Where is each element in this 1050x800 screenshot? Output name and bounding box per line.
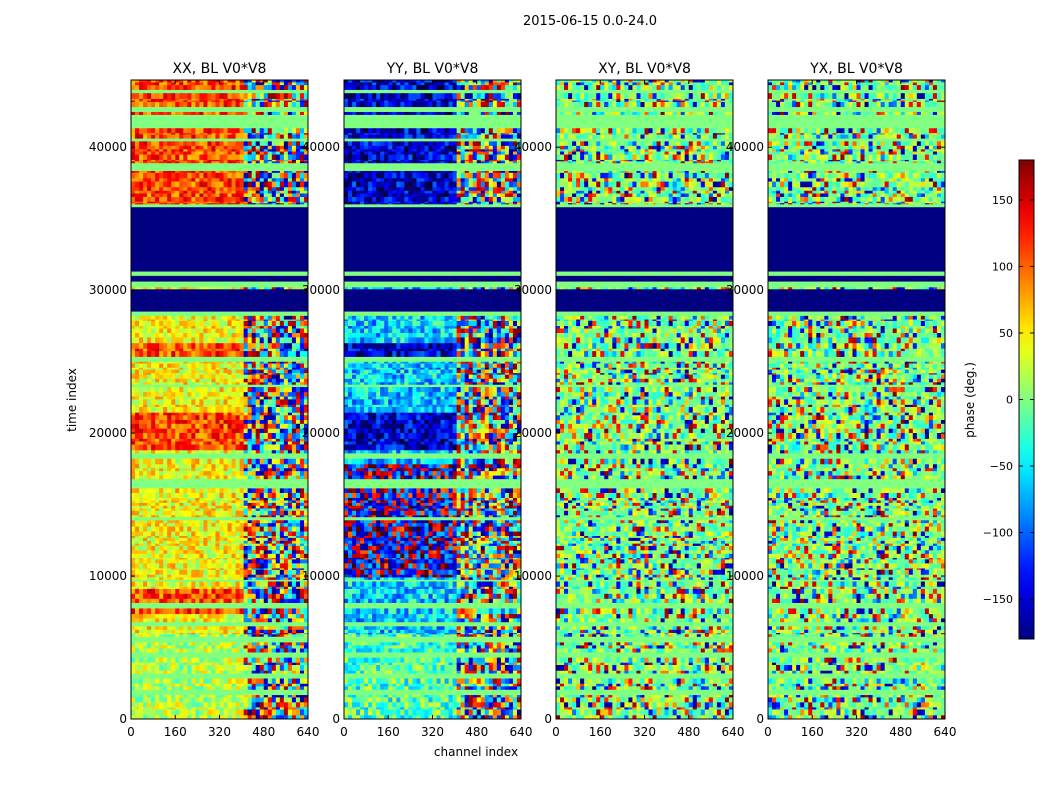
x-tick-label: 320 <box>208 725 231 739</box>
colorbar-tick-label: 100 <box>992 260 1013 273</box>
y-tick-label: 10000 <box>89 569 127 583</box>
heatmap-image <box>131 80 308 719</box>
panel-title: XX, BL V0*V8 <box>173 61 267 77</box>
x-tick-label: 480 <box>889 725 912 739</box>
panel-title: YY, BL V0*V8 <box>386 61 479 77</box>
colorbar-tick-label: 0 <box>1006 394 1013 407</box>
y-tick-label: 20000 <box>726 426 764 440</box>
panel-4: YX, BL V0*V8 0 160 320 480 640 0 10000 20000 3000… <box>726 61 957 739</box>
y-tick-label: 40000 <box>302 140 340 154</box>
heatmap-image <box>344 80 521 719</box>
x-tick-label: 480 <box>252 725 275 739</box>
y-tick-label: 0 <box>119 712 127 726</box>
x-tick-label: 320 <box>421 725 444 739</box>
x-tick-label: 160 <box>589 725 612 739</box>
y-tick-label: 20000 <box>514 426 552 440</box>
x-tick-label: 480 <box>465 725 488 739</box>
x-tick-label: 0 <box>552 725 560 739</box>
y-tick-label: 30000 <box>726 283 764 297</box>
colorbar-tick-label: −100 <box>983 527 1013 540</box>
x-tick-label: 640 <box>722 725 745 739</box>
colorbar: 150 100 50 0 −50 −100 −150 <box>983 159 1035 640</box>
colorbar-label: phase (deg.) <box>963 362 977 438</box>
panel-2: YY, BL V0*V8 0 160 320 480 640 0 10000 20000 3000… <box>302 61 533 739</box>
panel-title: XY, BL V0*V8 <box>598 61 691 77</box>
y-tick-label: 10000 <box>514 569 552 583</box>
y-tick-label: 0 <box>756 712 764 726</box>
y-tick-label: 10000 <box>302 569 340 583</box>
x-tick-label: 320 <box>633 725 656 739</box>
panel-title: YX, BL V0*V8 <box>809 61 903 77</box>
x-tick-label: 160 <box>377 725 400 739</box>
panels: XX, BL V0*V8 0 160 320 480 640 0 10000 20000 3000… <box>89 61 957 739</box>
y-tick-label: 30000 <box>302 283 340 297</box>
heatmap-image <box>768 80 945 719</box>
y-tick-label: 0 <box>544 712 552 726</box>
y-tick-label: 40000 <box>514 140 552 154</box>
x-tick-label: 160 <box>801 725 824 739</box>
figure-title: 2015-06-15 0.0-24.0 <box>0 14 1050 29</box>
y-tick-label: 10000 <box>726 569 764 583</box>
y-tick-label: 20000 <box>302 426 340 440</box>
colorbar-tick-label: 150 <box>992 194 1013 207</box>
x-tick-label: 640 <box>297 725 320 739</box>
y-tick-label: 30000 <box>89 283 127 297</box>
x-tick-label: 640 <box>510 725 533 739</box>
x-tick-label: 160 <box>164 725 187 739</box>
panel-1: XX, BL V0*V8 0 160 320 480 640 0 10000 20000 3000… <box>89 61 320 739</box>
colorbar-tick-label: −50 <box>990 460 1013 473</box>
colorbar-tick-label: 50 <box>999 327 1013 340</box>
x-tick-label: 480 <box>677 725 700 739</box>
x-tick-label: 0 <box>127 725 135 739</box>
x-tick-label: 640 <box>934 725 957 739</box>
y-tick-label: 0 <box>332 712 340 726</box>
y-tick-label: 20000 <box>89 426 127 440</box>
x-tick-label: 0 <box>764 725 772 739</box>
x-tick-label: 0 <box>340 725 348 739</box>
y-axis-label: time index <box>65 368 79 432</box>
y-tick-label: 40000 <box>726 140 764 154</box>
y-tick-label: 30000 <box>514 283 552 297</box>
heatmap-image <box>556 80 733 719</box>
x-tick-label: 320 <box>845 725 868 739</box>
colorbar-tick-label: −150 <box>983 593 1013 606</box>
y-tick-label: 40000 <box>89 140 127 154</box>
x-axis-label: channel index <box>434 745 518 759</box>
panel-3: XY, BL V0*V8 0 160 320 480 640 0 10000 20000 3000… <box>514 61 745 739</box>
